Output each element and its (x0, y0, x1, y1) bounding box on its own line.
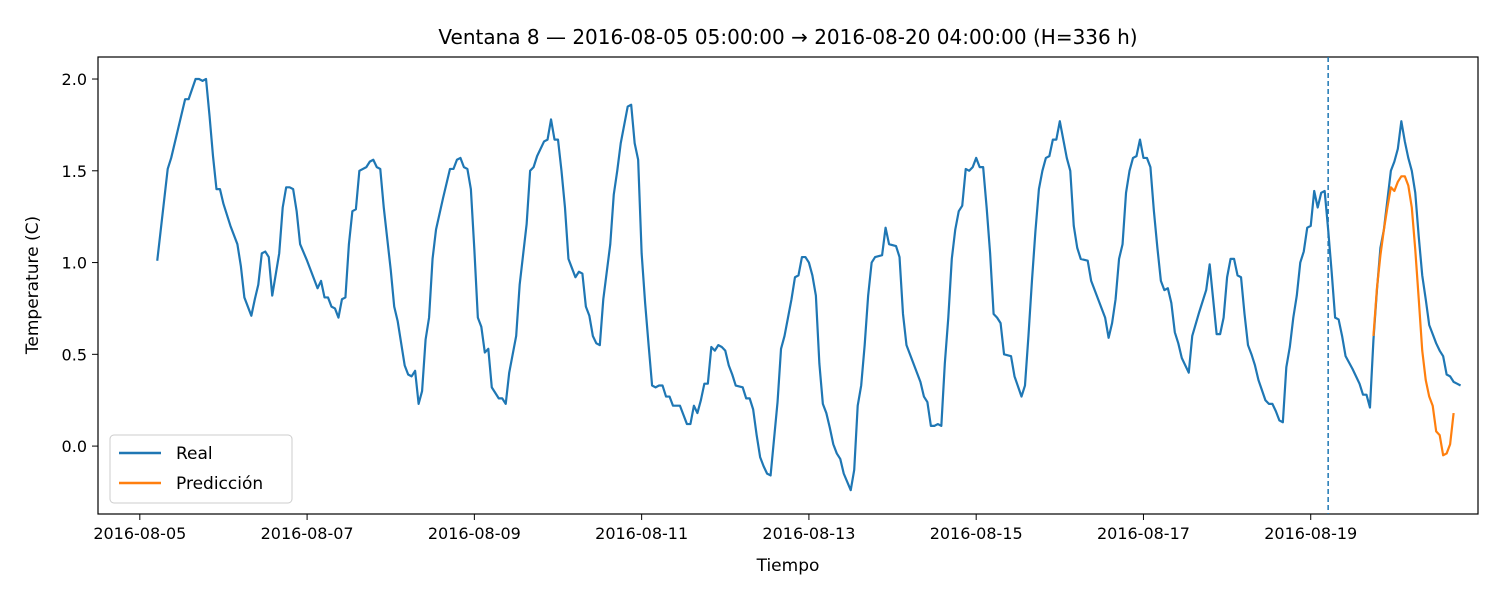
y-axis: 0.0 0.5 1.0 1.5 2.0 (62, 70, 98, 456)
series-layer (156, 77, 1462, 492)
series-line-real (156, 77, 1462, 492)
x-axis: 2016-08-05 2016-08-07 2016-08-09 2016-08-11… (93, 514, 1357, 543)
x-tick-label: 2016-08-07 (261, 524, 354, 543)
chart-title: Ventana 8 — 2016-08-05 05:00:00 → 2016-0… (438, 25, 1137, 49)
legend-label-prediccion: Predicción (176, 474, 263, 494)
x-tick-label: 2016-08-11 (595, 524, 688, 543)
y-tick-label: 1.0 (62, 254, 87, 273)
plot-frame (97, 56, 1479, 515)
x-tick-label: 2016-08-17 (1097, 524, 1190, 543)
x-axis-title: Tiempo (756, 556, 820, 576)
x-tick-label: 2016-08-09 (428, 524, 521, 543)
legend-label-real: Real (176, 444, 213, 464)
x-tick-label: 2016-08-19 (1264, 524, 1357, 543)
y-tick-label: 0.0 (62, 437, 87, 456)
y-tick-label: 0.5 (62, 345, 87, 364)
plot-area (97, 56, 1479, 515)
series-line-prediccion (1372, 175, 1455, 457)
x-tick-label: 2016-08-15 (930, 524, 1023, 543)
y-tick-label: 1.5 (62, 162, 87, 181)
y-tick-label: 2.0 (62, 70, 87, 89)
y-axis-title: Temperature (C) (23, 216, 43, 355)
x-tick-label: 2016-08-05 (93, 524, 186, 543)
x-tick-label: 2016-08-13 (762, 524, 855, 543)
legend: Real Predicción (109, 434, 293, 504)
